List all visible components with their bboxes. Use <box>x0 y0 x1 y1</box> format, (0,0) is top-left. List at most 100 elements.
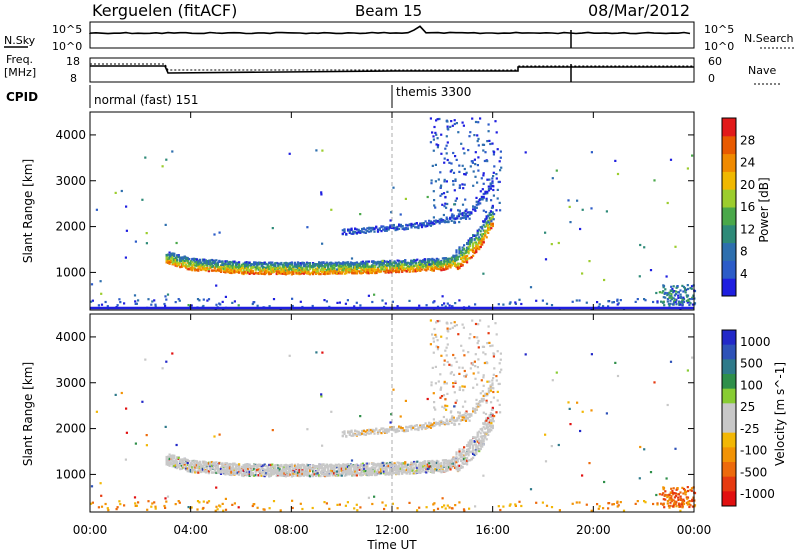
power-echo-cell <box>277 271 280 274</box>
velocity-echo-cell <box>259 474 262 477</box>
power-echo-cell <box>453 203 456 206</box>
power-echo-cell <box>481 235 484 238</box>
power-echo-cell <box>406 224 409 227</box>
power-echo-cell <box>490 206 494 209</box>
velocity-echo-cell <box>203 462 206 465</box>
power-echo-cell <box>383 228 387 231</box>
power-echo-cell <box>316 270 319 273</box>
velocity-echo-cell <box>263 470 266 473</box>
velocity-echo-cell <box>453 460 457 463</box>
velocity-echo-cell <box>395 463 398 467</box>
power-echo-cell <box>467 239 470 242</box>
power-echo-cell <box>450 259 454 262</box>
power-echo-cell <box>165 254 168 257</box>
power-echo-cell <box>387 264 390 267</box>
velocity-echo-cell <box>274 471 277 474</box>
power-echo-cell <box>176 258 179 261</box>
power-echo-cell <box>389 267 392 270</box>
velocity-echo-cell <box>287 474 290 477</box>
power-echo-cell <box>484 225 487 228</box>
power-echo-cell <box>369 270 372 273</box>
velocity-echo-cell <box>401 462 404 465</box>
power-echo-cell <box>275 267 278 270</box>
power-echo-cell <box>275 272 278 276</box>
velocity-echo-cell <box>283 474 286 477</box>
velocity-echo-cell <box>349 472 352 475</box>
velocity-echo-cell <box>224 469 227 472</box>
power-echo-cell <box>219 269 223 272</box>
power-echo-cell <box>688 303 691 307</box>
power-echo-cell <box>407 267 410 270</box>
velocity-echo-cell <box>186 463 189 466</box>
velocity-echo-cell <box>328 474 331 477</box>
power-echo-cell <box>529 286 533 289</box>
velocity-echo-cell <box>312 473 315 476</box>
power-echo-cell <box>469 131 472 134</box>
power-echo-cell <box>340 272 343 275</box>
power-echo-cell <box>491 204 494 207</box>
power-echo-cell <box>459 217 462 220</box>
power-echo-cell <box>322 261 325 264</box>
power-echo-cell <box>481 198 484 201</box>
velocity-echo-cell <box>361 471 364 474</box>
power-echo-cell <box>310 271 313 275</box>
velocity-echo-cell <box>407 470 410 473</box>
power-echo-cell <box>315 269 318 272</box>
power-echo-cell <box>486 140 489 143</box>
power-echo-cell <box>660 300 663 303</box>
velocity-echo-cell <box>422 467 425 470</box>
power-echo-cell <box>470 211 473 214</box>
velocity-echo-cell <box>423 470 426 473</box>
power-echo-cell <box>422 265 425 268</box>
power-echo-cell <box>455 249 458 252</box>
power-echo-cell <box>216 269 219 272</box>
velocity-echo-cell <box>333 466 336 469</box>
power-echo-cell <box>325 261 328 264</box>
velocity-echo-cell <box>207 464 210 467</box>
power-echo-cell <box>263 262 266 265</box>
power-echo-cell <box>674 290 677 293</box>
velocity-echo-cell <box>401 471 404 475</box>
power-echo-cell <box>471 161 474 164</box>
velocity-echo-cell <box>251 474 254 477</box>
power-echo-cell <box>301 268 304 271</box>
power-echo-cell <box>325 271 328 274</box>
velocity-echo-cell <box>250 473 253 477</box>
velocity-echo-cell <box>304 473 307 476</box>
power-echo-cell <box>95 208 98 211</box>
power-echo-cell <box>485 215 488 218</box>
colorbar-swatch <box>722 224 736 244</box>
velocity-echo-cell <box>235 469 238 472</box>
velocity-echo-cell <box>396 461 399 464</box>
power-echo-cell <box>638 275 641 278</box>
power-echo-cell <box>369 226 373 230</box>
power-echo-cell <box>338 301 341 304</box>
power-echo-cell <box>488 139 491 142</box>
velocity-echo-cell <box>440 463 443 466</box>
power-echo-cell <box>450 219 453 222</box>
velocity-echo-cell <box>299 466 303 469</box>
velocity-echo-cell <box>431 461 434 464</box>
velocity-echo-cell <box>325 473 328 476</box>
power-echo-cell <box>348 271 351 274</box>
power-echo-cell <box>361 227 364 231</box>
power-echo-cell <box>251 269 254 273</box>
velocity-echo-cell <box>265 465 268 468</box>
colorbar-tick-label: 16 <box>740 200 755 214</box>
velocity-echo-cell <box>302 473 306 476</box>
power-echo-cell <box>387 228 390 231</box>
power-echo-cell <box>432 258 435 261</box>
power-echo-cell <box>210 262 213 265</box>
power-echo-cell <box>233 269 236 272</box>
power-echo-cell <box>189 305 192 308</box>
power-echo-cell <box>221 261 224 264</box>
power-echo-cell <box>164 295 167 298</box>
power-echo-cell <box>453 122 456 126</box>
power-echo-cell <box>206 266 209 269</box>
power-echo-cell <box>192 262 195 265</box>
power-echo-cell <box>358 270 361 273</box>
velocity-echo-cell <box>177 456 180 460</box>
velocity-echo-cell <box>441 469 444 472</box>
velocity-echo-cell <box>235 472 238 475</box>
velocity-echo-cell <box>289 473 292 476</box>
